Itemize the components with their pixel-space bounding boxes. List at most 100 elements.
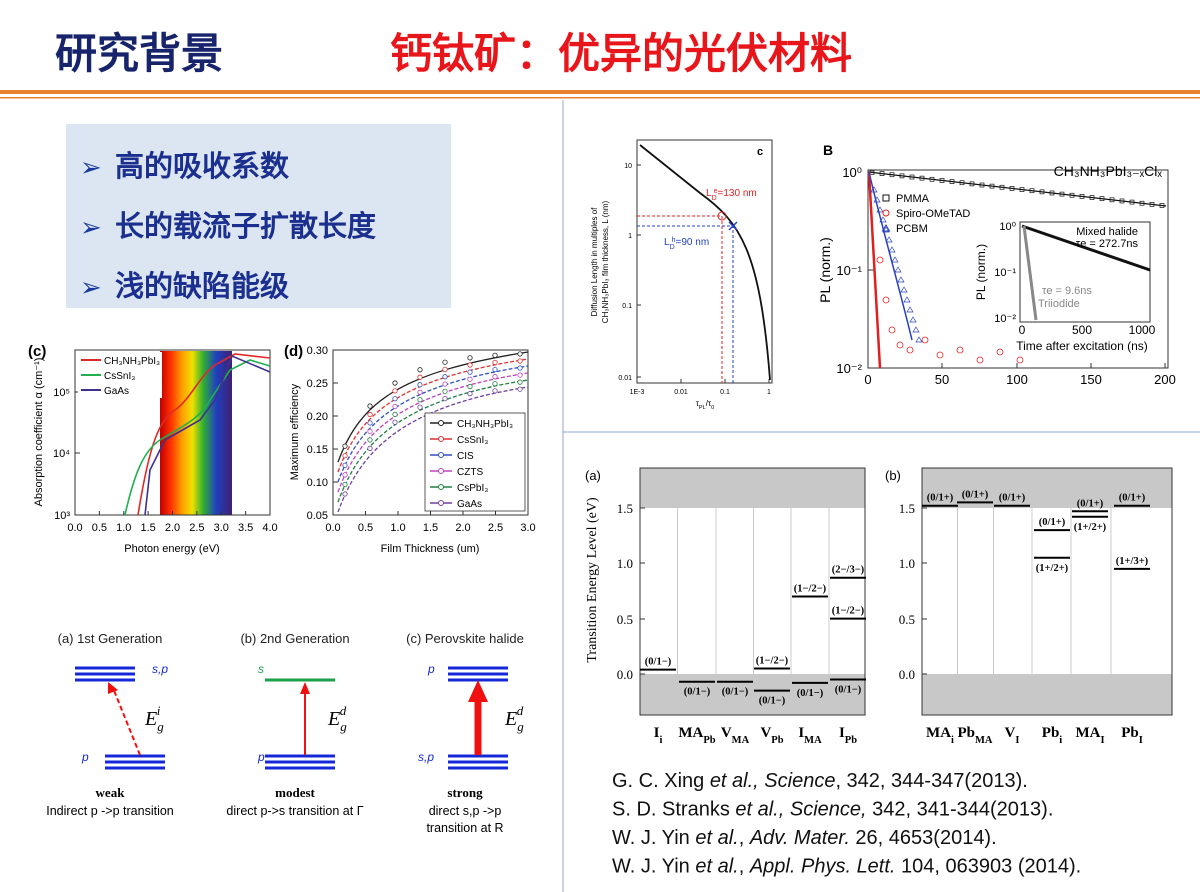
marker — [417, 397, 423, 403]
curve — [867, 171, 1167, 207]
legend-marker — [438, 468, 444, 474]
marker — [342, 491, 348, 497]
text-part: E — [327, 708, 340, 730]
curve — [1021, 224, 1151, 272]
marker — [900, 286, 908, 293]
y-axis-label: PL (norm.) — [974, 244, 988, 300]
y-tick-label: 10⁻² — [836, 361, 862, 376]
reference-part: Adv. Mater. — [749, 827, 850, 849]
legend-marker — [882, 209, 890, 217]
y-axis-label: Absorption coefficient α (cm⁻¹) — [33, 358, 45, 507]
band-label: p — [427, 662, 435, 676]
legend-marker — [881, 224, 891, 232]
legend-marker — [438, 436, 444, 442]
y-axis-label: Transition Energy Level (eV) — [585, 497, 600, 663]
text-part: I — [839, 725, 845, 741]
marker — [467, 391, 473, 397]
marker — [939, 178, 945, 183]
y-tick-label: 1.5 — [899, 501, 915, 516]
marker — [342, 481, 348, 488]
strength: weak — [96, 785, 126, 800]
reference: G. C. Xing et al., Science, 342, 344-347… — [612, 770, 1028, 792]
panel-label: c — [757, 146, 763, 158]
text-part: D — [712, 195, 717, 202]
legend-label: CH₃NH₃PbI₃ — [457, 419, 513, 430]
curve — [337, 365, 529, 483]
x-tick-label: 1.0 — [390, 522, 405, 534]
band-region — [922, 674, 1172, 715]
marker — [342, 462, 348, 468]
legend-label: Spiro-OMeTAD — [896, 208, 970, 220]
marker — [1159, 203, 1165, 208]
site-label: IPb — [839, 725, 857, 746]
y-tick-label: 0.0 — [899, 667, 915, 682]
text-part: MA — [926, 725, 951, 741]
marker — [417, 367, 423, 373]
marker — [1119, 198, 1125, 204]
generation-title: (c) Perovskite halide — [406, 631, 524, 646]
description: direct s,p ->p — [429, 804, 502, 818]
marker — [1129, 199, 1135, 205]
text-part: I — [1139, 735, 1143, 746]
text-part: i — [1059, 735, 1062, 746]
x-tick-label: 3.5 — [238, 522, 253, 534]
reference: W. J. Yin et al., Appl. Phys. Lett. 104,… — [612, 856, 1081, 878]
x-tick-label: 2.0 — [165, 522, 180, 534]
x-axis-label: Photon energy (eV) — [124, 543, 219, 555]
text-part: Pb — [957, 725, 975, 741]
gap-label: Egi — [144, 703, 164, 734]
x-tick-label: 500 — [1072, 323, 1092, 337]
text-part: /τ — [706, 399, 712, 408]
marker — [929, 176, 935, 182]
reference-part: et al., Science — [710, 770, 836, 792]
gap-label: Egd — [327, 703, 347, 734]
text-part: V — [760, 725, 771, 741]
level-label: (0/1+) — [962, 489, 989, 500]
x-tick-label: 4.0 — [262, 522, 277, 534]
x-axis-label: Film Thickness (um) — [381, 543, 480, 555]
marker — [517, 358, 523, 364]
text-part: Pb — [845, 735, 857, 746]
y-tick-label: 0.0 — [617, 667, 633, 682]
marker — [1069, 192, 1075, 198]
gap-label: Egd — [504, 703, 524, 734]
x-axis-label: Time after excitation (ns) — [1016, 339, 1148, 353]
level-label: (2−/3−) — [832, 565, 865, 576]
level-label: (0/1+) — [1039, 517, 1066, 528]
text-part: I — [1100, 735, 1104, 746]
y-tick-label: 10³ — [54, 510, 70, 522]
text-part: Pb — [1121, 725, 1139, 741]
marker — [921, 336, 929, 344]
marker — [467, 376, 473, 382]
arrow-head — [108, 682, 118, 694]
legend-marker — [438, 484, 444, 490]
marker — [392, 396, 398, 402]
legend-label: GaAs — [457, 499, 482, 510]
y-tick-label: 0.30 — [307, 345, 328, 357]
y-tick-label: 1.0 — [617, 556, 633, 571]
y-tick-label: 0.10 — [307, 477, 328, 489]
description: transition at R — [426, 821, 503, 835]
marker — [891, 256, 899, 263]
marker — [392, 419, 398, 425]
text-part: h — [672, 237, 676, 244]
marker — [392, 380, 398, 386]
marker — [879, 216, 887, 223]
marker — [492, 388, 498, 394]
marker — [517, 351, 523, 357]
level-label: (0/1+) — [999, 493, 1026, 504]
y-tick-label: 10 — [624, 163, 632, 170]
level-label: (1+/2+) — [1036, 563, 1069, 574]
band-region — [922, 468, 1172, 508]
marker — [1019, 187, 1025, 192]
marker — [442, 395, 448, 402]
text-part: V — [721, 725, 732, 741]
x-tick-label: 200 — [1154, 372, 1176, 387]
x-tick-label: 0.01 — [674, 389, 688, 396]
x-tick-label: 100 — [1006, 372, 1028, 387]
marker — [1139, 200, 1145, 206]
guide — [637, 215, 723, 383]
text-part: I — [1015, 735, 1019, 746]
text-part: MA — [975, 735, 993, 746]
level-label: (0/1−) — [722, 687, 749, 698]
